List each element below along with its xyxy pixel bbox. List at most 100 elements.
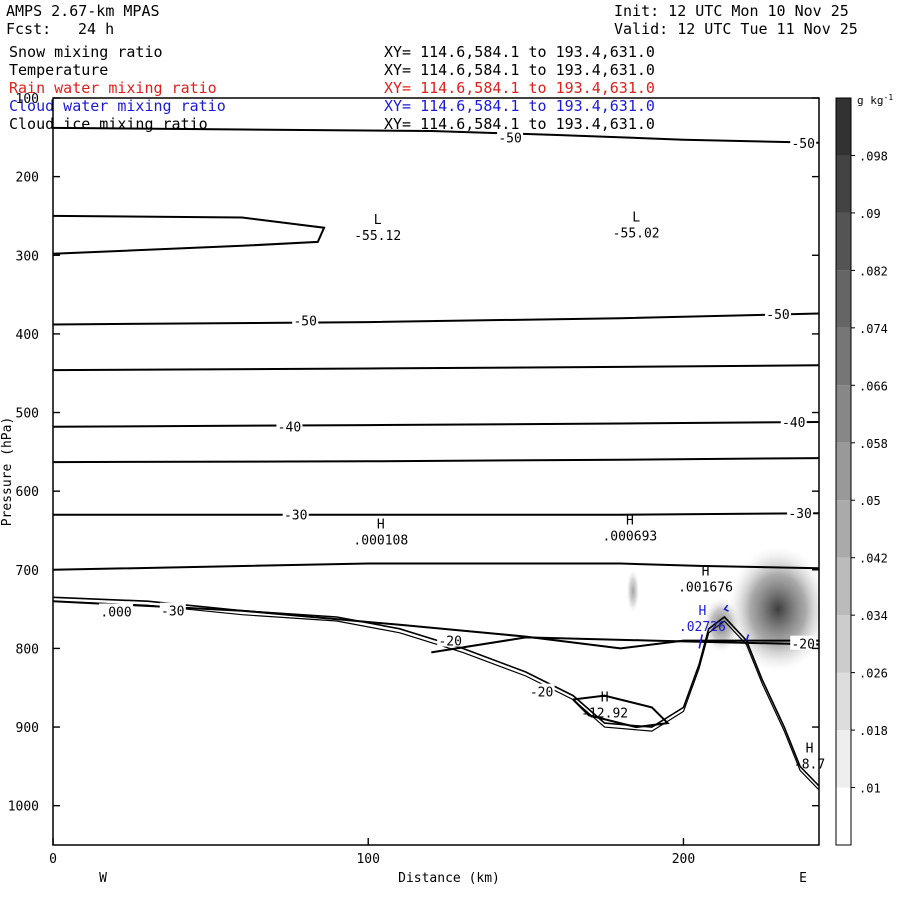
extremum-value: -55.12 bbox=[354, 229, 401, 244]
contour-label: -50 bbox=[791, 137, 814, 152]
legend-field-name: Cloud water mixing ratio bbox=[9, 97, 226, 115]
forecast-label: Fcst: bbox=[6, 20, 52, 38]
extremum-value: -8.7 bbox=[794, 757, 825, 772]
terrain-line-lower bbox=[53, 600, 819, 791]
contour-label-halo bbox=[159, 602, 186, 617]
colorbar-label: .09 bbox=[859, 207, 881, 221]
legend-field-name: Rain water mixing ratio bbox=[9, 79, 217, 97]
contour-label: -50 bbox=[766, 308, 789, 323]
contour-label-halo bbox=[780, 413, 807, 428]
y-tick-label: 100 bbox=[16, 92, 39, 107]
colorbar-unit: g kg-1 bbox=[857, 93, 893, 107]
snow-blob bbox=[626, 569, 640, 614]
temperature-contours bbox=[53, 126, 819, 729]
extremum-value: .000108 bbox=[353, 533, 408, 548]
extremum-value: -12.92 bbox=[581, 706, 628, 721]
contour-label-halo bbox=[790, 635, 817, 650]
colorbar-segment bbox=[836, 557, 851, 616]
x-end-label-west: W bbox=[99, 871, 107, 886]
extremum-value: .000693 bbox=[602, 529, 657, 544]
contour-label: -30 bbox=[788, 507, 811, 522]
contour-label-halo bbox=[787, 505, 814, 520]
contour-label-halo bbox=[292, 312, 319, 327]
extremum-marker: H bbox=[377, 517, 385, 532]
extremum-marker: H bbox=[702, 565, 710, 580]
contour-label: -20 bbox=[791, 638, 814, 653]
contour-label: -50 bbox=[293, 315, 316, 330]
y-tick-label: 800 bbox=[16, 642, 39, 657]
colorbar-segment bbox=[836, 672, 851, 731]
legend-field-xy: XY= 114.6,584.1 to 193.4,631.0 bbox=[384, 43, 655, 61]
contour-label: -40 bbox=[278, 421, 301, 436]
y-axis-label: Pressure (hPa) bbox=[0, 417, 15, 527]
forecast-hours: 24 h bbox=[78, 20, 115, 38]
colorbar-unit-exponent: -1 bbox=[884, 93, 894, 102]
plot-frame bbox=[52, 97, 820, 846]
colorbar-label: .026 bbox=[859, 667, 888, 681]
contour-label-halo bbox=[765, 306, 792, 321]
colorbar-label: .098 bbox=[859, 149, 888, 163]
extremum-value: -55.02 bbox=[613, 227, 660, 242]
y-tick-label: 700 bbox=[16, 564, 39, 579]
extremum-marker: H bbox=[626, 513, 634, 528]
contour-label: .000 bbox=[100, 605, 131, 620]
extremum-marker: H bbox=[698, 604, 706, 619]
temperature-contour-line bbox=[53, 214, 326, 255]
colorbar-label: .01 bbox=[859, 782, 881, 796]
temperature-contour-line bbox=[431, 636, 819, 654]
contour-label: -50 bbox=[498, 131, 521, 146]
temperature-contour-line bbox=[53, 421, 819, 428]
terrain-line bbox=[53, 596, 819, 787]
y-tick-label: 500 bbox=[16, 407, 39, 422]
y-tick-label: 400 bbox=[16, 328, 39, 343]
colorbar-segment bbox=[836, 442, 851, 501]
contour-label-halo bbox=[276, 418, 303, 433]
colorbar-segment bbox=[836, 730, 851, 788]
legend-field-name: Temperature bbox=[9, 61, 109, 79]
temperature-contour-line bbox=[53, 312, 819, 326]
colorbar-label: .042 bbox=[859, 552, 888, 566]
colorbar-label: .074 bbox=[859, 322, 888, 336]
colorbar-label: .05 bbox=[859, 494, 881, 508]
colorbar-segment bbox=[836, 500, 851, 558]
extremum-value: .001676 bbox=[678, 581, 733, 596]
x-tick-label: 0 bbox=[49, 852, 57, 867]
y-tick-label: 300 bbox=[16, 249, 39, 264]
x-tick-label: 200 bbox=[672, 852, 695, 867]
temperature-contour-line bbox=[53, 457, 819, 464]
contour-label: -20 bbox=[438, 635, 461, 650]
colorbar-segment bbox=[836, 212, 851, 271]
extremum-marker: L bbox=[632, 211, 640, 226]
x-end-label-east: E bbox=[799, 871, 807, 886]
contour-label: -30 bbox=[161, 605, 184, 620]
extremum-value: .02726 bbox=[679, 620, 726, 635]
extremum-marker: H bbox=[601, 690, 609, 705]
valid-time: Valid: 12 UTC Tue 11 Nov 25 bbox=[614, 20, 858, 38]
contour-label-halo bbox=[437, 632, 464, 647]
contour-label-halo bbox=[282, 506, 309, 521]
temperature-contour-line bbox=[53, 364, 819, 372]
contour-label-halo bbox=[528, 683, 555, 698]
colorbar-label: .082 bbox=[859, 264, 888, 278]
extremum-marker: L bbox=[374, 213, 382, 228]
colorbar-segment bbox=[836, 385, 851, 443]
contour-label: -40 bbox=[782, 416, 805, 431]
colorbar-segment bbox=[836, 787, 851, 845]
extremum-marker: H bbox=[806, 741, 814, 756]
legend-field-xy: XY= 114.6,584.1 to 193.4,631.0 bbox=[384, 115, 655, 133]
colorbar-segment bbox=[836, 98, 851, 156]
colorbar-segment bbox=[836, 155, 851, 213]
init-time: Init: 12 UTC Mon 10 Nov 25 bbox=[614, 2, 849, 20]
contour-label-halo bbox=[497, 129, 524, 144]
contour-label-halo bbox=[790, 134, 817, 149]
contour-label: -30 bbox=[284, 509, 307, 524]
contour-label-halo bbox=[99, 603, 134, 618]
cloud-water-contour bbox=[698, 604, 750, 649]
colorbar-label: .066 bbox=[859, 379, 888, 393]
contour-label: -20 bbox=[530, 686, 553, 701]
temperature-contour-line bbox=[53, 512, 819, 516]
y-tick-label: 600 bbox=[16, 485, 39, 500]
colorbar-label: .034 bbox=[859, 609, 888, 623]
snow-blob bbox=[702, 597, 741, 653]
